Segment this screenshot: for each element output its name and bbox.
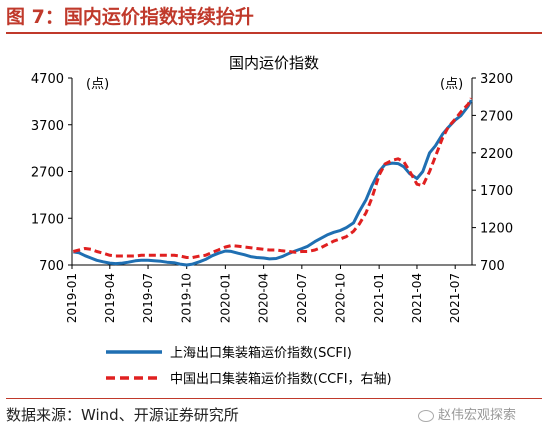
left-tick-label: 4700: [31, 72, 64, 87]
legend: 上海出口集装箱运价指数(SCFI) 中国出口集装箱运价指数(CCFI，右轴): [106, 345, 392, 387]
watermark-text: 赵伟宏观探索: [438, 408, 517, 423]
x-tick-label: 2020-07: [295, 273, 309, 323]
wechat-icon: [418, 409, 434, 422]
left-tick-label: 700: [39, 259, 64, 274]
x-tick-label: 2020-04: [257, 273, 271, 323]
left-tick-label: 1700: [31, 212, 64, 227]
x-tick-label: 2021-01: [372, 273, 386, 323]
x-tick-label: 2020-01: [218, 273, 232, 323]
x-tick-label: 2020-10: [333, 273, 347, 323]
right-tick-label: 2200: [480, 147, 513, 162]
right-unit-label: (点): [440, 77, 463, 92]
x-tick-label: 2019-01: [65, 273, 79, 323]
right-tick-label: 700: [480, 259, 505, 274]
left-axis: 4700 3700 2700 1700 700: [31, 72, 72, 274]
watermark: 赵伟宏观探索: [418, 404, 516, 423]
plot-frame: [71, 78, 473, 266]
x-tick-label: 2019-04: [103, 273, 117, 323]
right-tick-label: 3200: [480, 72, 513, 87]
left-unit-label: (点): [86, 77, 109, 92]
legend-label-ccfi: 中国出口集装箱运价指数(CCFI，右轴): [170, 371, 392, 387]
left-tick-label: 2700: [31, 166, 64, 181]
right-tick-label: 1700: [480, 184, 513, 199]
series-line-scfi: [73, 99, 473, 267]
left-tick-label: 3700: [31, 119, 64, 134]
source-divider: [6, 398, 542, 399]
right-tick-label: 1200: [480, 222, 513, 237]
source-note: 数据来源：Wind、开源证券研究所: [6, 406, 239, 424]
x-tick-label: 2021-07: [448, 273, 462, 323]
x-tick-label: 2019-10: [180, 273, 194, 323]
legend-label-scfi: 上海出口集装箱运价指数(SCFI): [170, 345, 352, 361]
right-tick-label: 2700: [480, 109, 513, 124]
figure-title: 图 7：国内运价指数持续抬升: [6, 2, 542, 34]
chart-title: 国内运价指数: [229, 54, 319, 72]
x-tick-label: 2021-04: [410, 273, 424, 323]
right-axis: 3200 2700 2200 1700 1200 700: [472, 72, 513, 274]
x-tick-label: 2019-07: [141, 273, 155, 323]
series-line-ccfi: [72, 97, 473, 259]
x-axis: 2019-01 2019-04 2019-07 2019-10 2020-01 2020-…: [65, 265, 462, 323]
series-layer: [72, 97, 473, 267]
